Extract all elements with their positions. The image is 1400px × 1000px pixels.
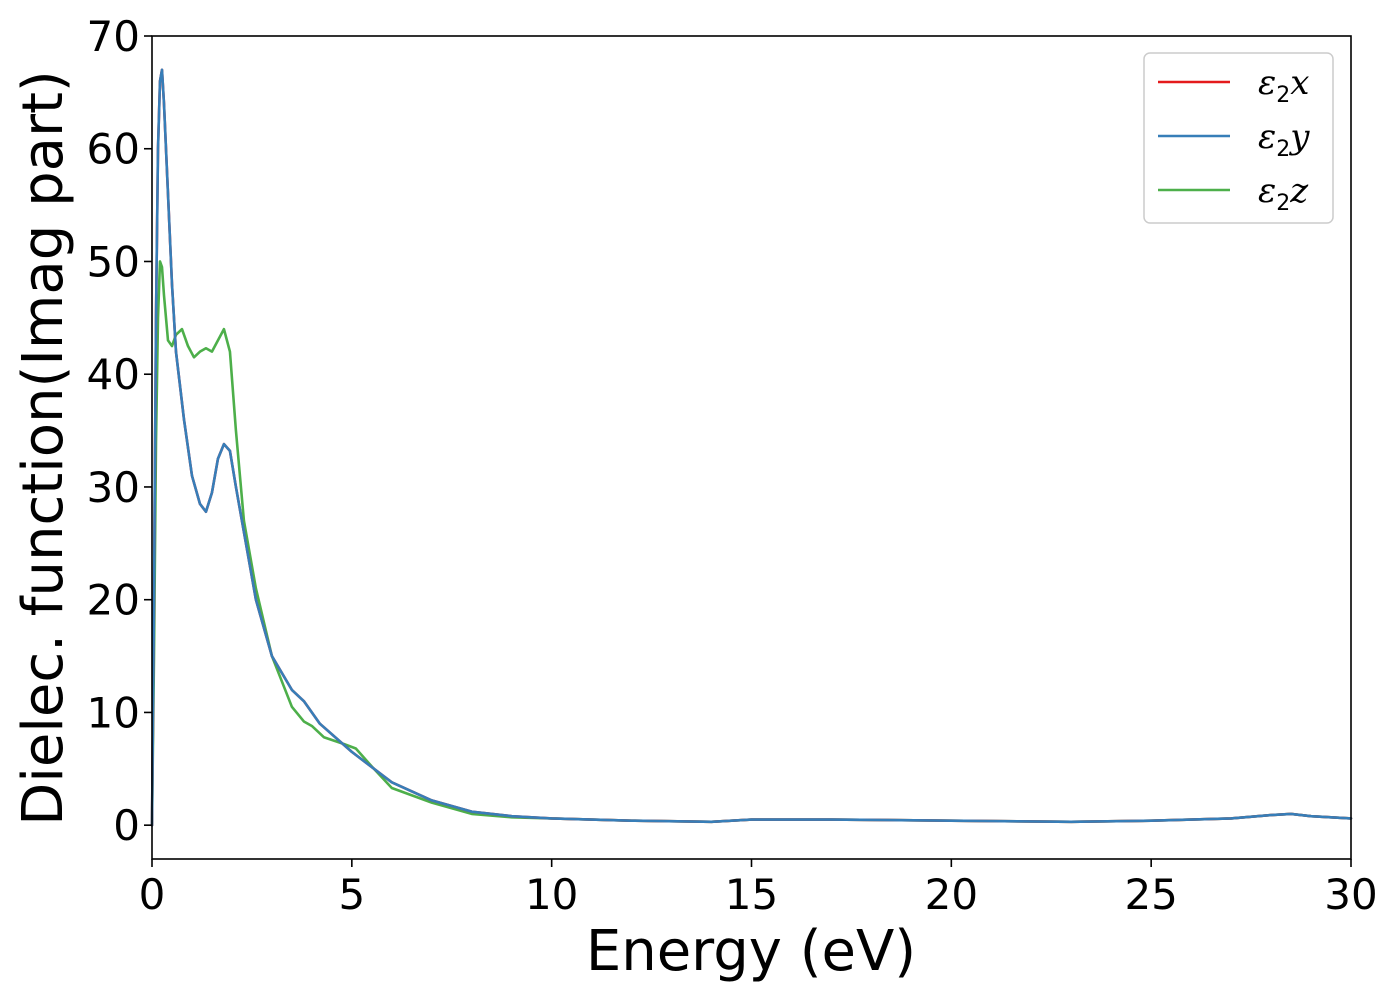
legend-label-x: ε2x xyxy=(1258,63,1309,108)
legend-epsilon: ε xyxy=(1258,171,1276,211)
y-tick-label: 50 xyxy=(87,237,140,286)
x-axis-ticks: 0 5 10 15 20 25 30 xyxy=(139,859,1378,919)
x-tick-label: 0 xyxy=(139,870,166,919)
y-tick-label: 60 xyxy=(87,125,140,174)
legend-subscript: 2 xyxy=(1276,83,1290,108)
legend-variable: z xyxy=(1289,171,1309,211)
y-tick-label: 0 xyxy=(113,801,140,850)
legend-subscript: 2 xyxy=(1276,137,1290,162)
y-tick-label: 40 xyxy=(87,350,140,399)
legend-variable: y xyxy=(1288,117,1310,157)
legend-subscript: 2 xyxy=(1276,191,1290,216)
legend-label-z: ε2z xyxy=(1258,171,1309,216)
y-tick-label: 30 xyxy=(87,463,140,512)
y-tick-label: 70 xyxy=(87,12,140,61)
x-axis-title: Energy (eV) xyxy=(586,919,916,984)
legend-box xyxy=(1143,52,1334,224)
series-line-y xyxy=(150,68,1353,827)
x-tick-label: 20 xyxy=(925,870,978,919)
x-tick-label: 15 xyxy=(725,870,778,919)
x-tick-label: 25 xyxy=(1124,870,1177,919)
x-tick-label: 10 xyxy=(525,870,578,919)
legend-epsilon: ε xyxy=(1258,63,1276,103)
y-axis-ticks: 0 10 20 30 40 50 60 70 xyxy=(87,12,152,850)
y-tick-label: 20 xyxy=(87,576,140,625)
x-tick-label: 5 xyxy=(338,870,365,919)
legend-label-y: ε2y xyxy=(1258,117,1310,162)
legend-variable: x xyxy=(1290,63,1309,103)
x-tick-label: 30 xyxy=(1324,870,1377,919)
y-tick-label: 10 xyxy=(87,688,140,737)
y-axis-title: Dielec. function(Imag part) xyxy=(11,70,76,826)
series-layer xyxy=(150,68,1353,827)
legend-epsilon: ε xyxy=(1258,117,1276,157)
